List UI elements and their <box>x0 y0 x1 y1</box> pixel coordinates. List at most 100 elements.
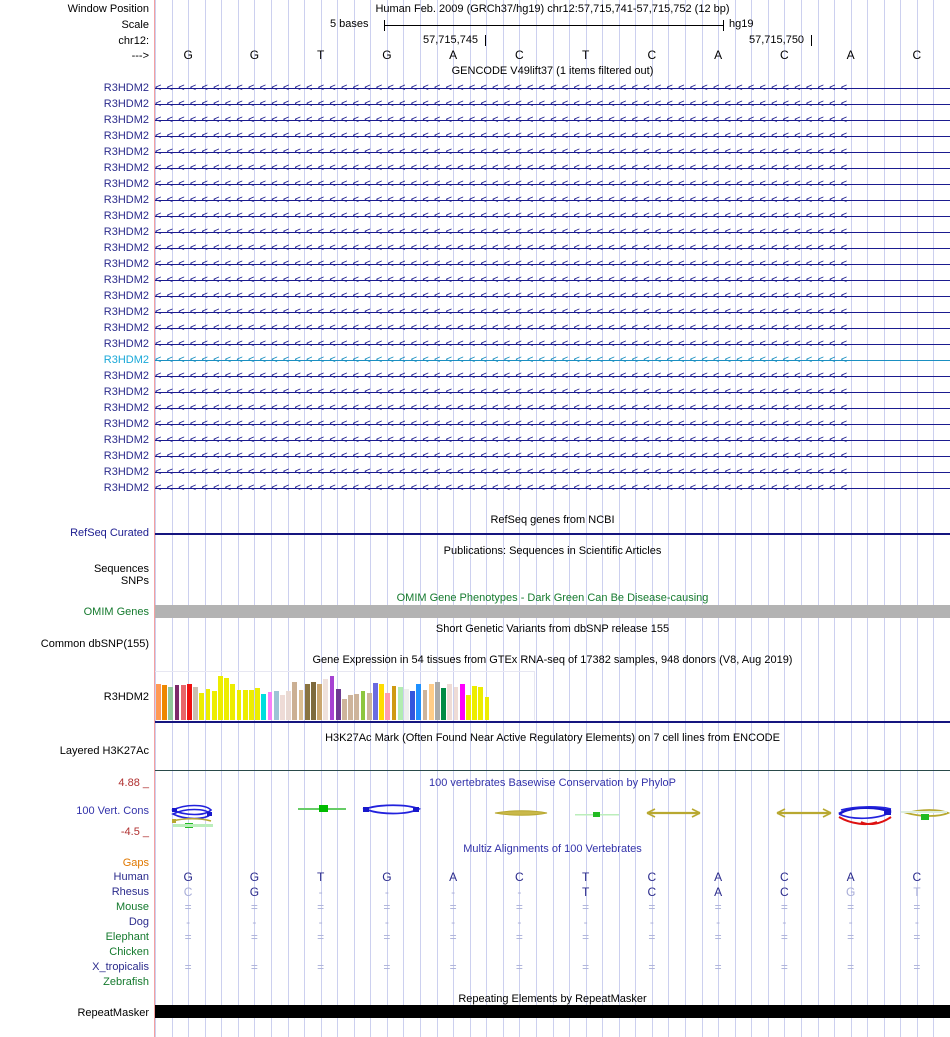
gencode-gene-row[interactable]: <<<<<<<<<<<<<<<<<<<<<<<<<<<<<<<<<<<<<<<<… <box>155 240 950 256</box>
gtex-bar[interactable] <box>478 687 484 720</box>
gtex-bar[interactable] <box>174 685 180 720</box>
gencode-gene-row[interactable]: <<<<<<<<<<<<<<<<<<<<<<<<<<<<<<<<<<<<<<<<… <box>155 80 950 96</box>
gencode-gene-row[interactable]: <<<<<<<<<<<<<<<<<<<<<<<<<<<<<<<<<<<<<<<<… <box>155 112 950 128</box>
gencode-gene-row[interactable]: <<<<<<<<<<<<<<<<<<<<<<<<<<<<<<<<<<<<<<<<… <box>155 400 950 416</box>
gtex-bar[interactable] <box>317 683 323 720</box>
gtex-bar[interactable] <box>193 687 199 720</box>
gencode-gene-label[interactable]: R3HDM2 <box>103 306 149 318</box>
gencode-gene-row[interactable]: <<<<<<<<<<<<<<<<<<<<<<<<<<<<<<<<<<<<<<<<… <box>155 304 950 320</box>
gtex-bar[interactable] <box>267 692 273 720</box>
gtex-bar[interactable] <box>416 684 422 720</box>
publications-snps-label[interactable]: SNPs <box>120 575 149 587</box>
gencode-gene-row[interactable]: <<<<<<<<<<<<<<<<<<<<<<<<<<<<<<<<<<<<<<<<… <box>155 128 950 144</box>
gtex-bar[interactable] <box>162 685 168 720</box>
gtex-bar[interactable] <box>366 693 372 720</box>
gencode-gene-row[interactable]: <<<<<<<<<<<<<<<<<<<<<<<<<<<<<<<<<<<<<<<<… <box>155 416 950 432</box>
gencode-gene-row[interactable]: <<<<<<<<<<<<<<<<<<<<<<<<<<<<<<<<<<<<<<<<… <box>155 176 950 192</box>
gencode-gene-row[interactable]: <<<<<<<<<<<<<<<<<<<<<<<<<<<<<<<<<<<<<<<<… <box>155 384 950 400</box>
multiz-species-label[interactable]: Human <box>113 871 149 883</box>
gtex-bar[interactable] <box>348 695 354 720</box>
gencode-gene-label[interactable]: R3HDM2 <box>103 290 149 302</box>
gtex-bar[interactable] <box>385 693 391 720</box>
gencode-gene-row[interactable]: <<<<<<<<<<<<<<<<<<<<<<<<<<<<<<<<<<<<<<<<… <box>155 256 950 272</box>
publications-sequences-label[interactable]: Sequences <box>93 563 149 575</box>
gtex-bar[interactable] <box>286 691 292 720</box>
gencode-gene-label[interactable]: R3HDM2 <box>103 354 149 366</box>
gtex-bar[interactable] <box>156 683 161 720</box>
gtex-bar[interactable] <box>224 677 230 720</box>
gtex-bar[interactable] <box>211 691 217 720</box>
gtex-bar[interactable] <box>342 698 347 720</box>
gencode-gene-label[interactable]: R3HDM2 <box>103 450 149 462</box>
gtex-bar[interactable] <box>273 691 279 720</box>
gtex-bar[interactable] <box>435 681 440 720</box>
common-dbsnp-label[interactable]: Common dbSNP(155) <box>40 638 149 650</box>
gtex-bar[interactable] <box>397 687 403 720</box>
gtex-bar[interactable] <box>410 691 416 720</box>
gtex-gene-label[interactable]: R3HDM2 <box>103 691 149 703</box>
gencode-gene-label[interactable]: R3HDM2 <box>103 466 149 478</box>
gencode-gene-row[interactable]: <<<<<<<<<<<<<<<<<<<<<<<<<<<<<<<<<<<<<<<<… <box>155 160 950 176</box>
gtex-bar[interactable] <box>168 687 174 720</box>
gtex-bar[interactable] <box>335 689 341 720</box>
gencode-gene-row[interactable]: <<<<<<<<<<<<<<<<<<<<<<<<<<<<<<<<<<<<<<<<… <box>155 272 950 288</box>
gencode-gene-label[interactable]: R3HDM2 <box>103 130 149 142</box>
gtex-bar[interactable] <box>391 686 397 720</box>
gtex-bar[interactable] <box>428 683 434 720</box>
gencode-gene-row[interactable]: <<<<<<<<<<<<<<<<<<<<<<<<<<<<<<<<<<<<<<<<… <box>155 208 950 224</box>
omim-gene-bar[interactable] <box>155 605 950 618</box>
gencode-gene-label[interactable]: R3HDM2 <box>103 114 149 126</box>
gencode-gene-label[interactable]: R3HDM2 <box>103 338 149 350</box>
gencode-gene-label[interactable]: R3HDM2 <box>103 98 149 110</box>
multiz-species-label[interactable]: X_tropicalis <box>92 961 149 973</box>
gtex-bar[interactable] <box>441 688 447 720</box>
gtex-bar[interactable] <box>459 684 465 720</box>
gencode-gene-row[interactable]: <<<<<<<<<<<<<<<<<<<<<<<<<<<<<<<<<<<<<<<<… <box>155 320 950 336</box>
gtex-bar[interactable] <box>447 683 453 720</box>
gtex-bar[interactable] <box>249 690 254 720</box>
gtex-bar[interactable] <box>242 690 248 720</box>
gencode-gene-label[interactable]: R3HDM2 <box>103 258 149 270</box>
gencode-gene-row[interactable]: <<<<<<<<<<<<<<<<<<<<<<<<<<<<<<<<<<<<<<<<… <box>155 432 950 448</box>
gencode-gene-row[interactable]: <<<<<<<<<<<<<<<<<<<<<<<<<<<<<<<<<<<<<<<<… <box>155 448 950 464</box>
gencode-gene-label[interactable]: R3HDM2 <box>103 146 149 158</box>
gencode-gene-label[interactable]: R3HDM2 <box>103 178 149 190</box>
gencode-gene-label[interactable]: R3HDM2 <box>103 162 149 174</box>
gencode-gene-label[interactable]: R3HDM2 <box>103 434 149 446</box>
gtex-bar[interactable] <box>422 690 428 720</box>
gencode-gene-label[interactable]: R3HDM2 <box>103 482 149 494</box>
gtex-bar[interactable] <box>484 696 490 720</box>
gtex-bar[interactable] <box>453 687 459 720</box>
gtex-bar[interactable] <box>323 678 329 720</box>
multiz-species-label[interactable]: Rhesus <box>111 886 149 898</box>
gencode-gene-row[interactable]: <<<<<<<<<<<<<<<<<<<<<<<<<<<<<<<<<<<<<<<<… <box>155 368 950 384</box>
gencode-gene-row[interactable]: <<<<<<<<<<<<<<<<<<<<<<<<<<<<<<<<<<<<<<<<… <box>155 352 950 368</box>
gencode-gene-label[interactable]: R3HDM2 <box>103 194 149 206</box>
repeatmasker-label[interactable]: RepeatMasker <box>77 1007 149 1019</box>
gtex-bar[interactable] <box>187 683 192 720</box>
gencode-gene-row[interactable]: <<<<<<<<<<<<<<<<<<<<<<<<<<<<<<<<<<<<<<<<… <box>155 96 950 112</box>
conservation-label[interactable]: 100 Vert. Cons <box>76 805 149 817</box>
gencode-gene-label[interactable]: R3HDM2 <box>103 402 149 414</box>
gtex-bar[interactable] <box>404 689 409 720</box>
gtex-bar[interactable] <box>199 693 205 720</box>
multiz-species-label[interactable]: Dog <box>128 916 149 928</box>
omim-genes-label[interactable]: OMIM Genes <box>83 606 149 618</box>
gencode-gene-row[interactable]: <<<<<<<<<<<<<<<<<<<<<<<<<<<<<<<<<<<<<<<<… <box>155 192 950 208</box>
multiz-species-label[interactable]: Elephant <box>105 931 149 943</box>
gencode-gene-row[interactable]: <<<<<<<<<<<<<<<<<<<<<<<<<<<<<<<<<<<<<<<<… <box>155 224 950 240</box>
gaps-label[interactable]: Gaps <box>122 857 149 869</box>
gtex-bar[interactable] <box>379 683 385 720</box>
gencode-gene-label[interactable]: R3HDM2 <box>103 82 149 94</box>
gencode-gene-label[interactable]: R3HDM2 <box>103 386 149 398</box>
gtex-bar[interactable] <box>360 691 366 720</box>
gencode-gene-row[interactable]: <<<<<<<<<<<<<<<<<<<<<<<<<<<<<<<<<<<<<<<<… <box>155 464 950 480</box>
gtex-bar[interactable] <box>261 694 267 720</box>
gtex-expression-barchart[interactable] <box>155 672 950 720</box>
gtex-bar[interactable] <box>292 681 298 720</box>
gtex-bar[interactable] <box>280 695 285 720</box>
gtex-bar[interactable] <box>298 690 304 720</box>
gtex-bar[interactable] <box>466 695 471 720</box>
gencode-gene-label[interactable]: R3HDM2 <box>103 242 149 254</box>
gtex-bar[interactable] <box>311 681 316 720</box>
